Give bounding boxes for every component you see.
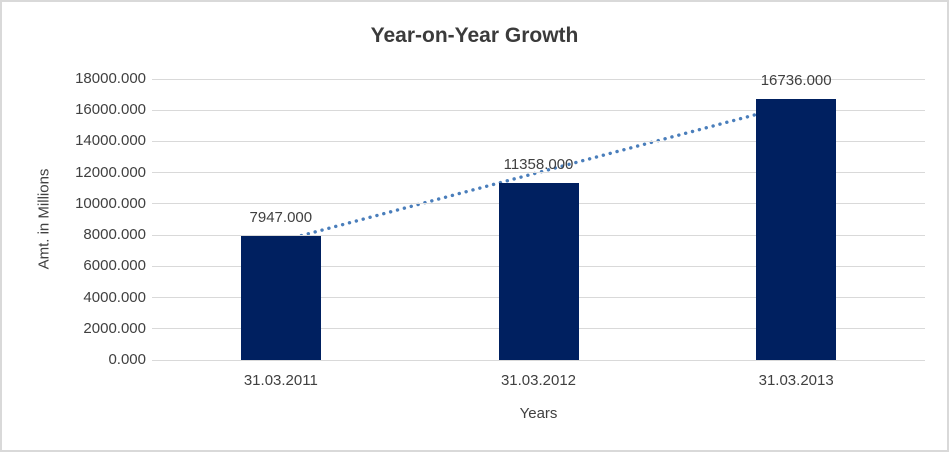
- y-axis-tick-label: 4000.000: [83, 288, 146, 306]
- bar: [240, 235, 321, 360]
- bar: [498, 182, 579, 360]
- bar-data-label: 11358.000: [503, 155, 574, 173]
- chart-title: Year-on-Year Growth: [370, 24, 579, 47]
- y-axis-tick-label: 14000.000: [75, 132, 146, 150]
- gridline: [152, 140, 925, 142]
- y-axis-tick-label: 10000.000: [75, 194, 146, 212]
- y-axis-tick-label: 6000.000: [83, 257, 146, 275]
- y-axis-tick-label: 2000.000: [83, 319, 146, 337]
- bar: [756, 98, 837, 360]
- y-axis-tick-label: 0.000: [108, 351, 146, 368]
- gridline: [152, 78, 925, 80]
- x-axis-tick-label: 31.03.2013: [758, 372, 834, 389]
- y-axis-tick-label: 16000.000: [75, 101, 146, 119]
- y-axis-tick-label: 18000.000: [75, 70, 146, 87]
- y-axis-title: Amt. in Millions: [35, 168, 53, 270]
- x-axis-tick-label: 31.03.2012: [500, 372, 577, 389]
- y-axis-tick-label: 12000.000: [75, 163, 146, 181]
- plot-area: 7947.000 11358.000 16736.000: [152, 72, 925, 361]
- y-axis-tick-label: 8000.000: [83, 226, 146, 244]
- gridline: [152, 359, 925, 361]
- x-axis-title: Years: [519, 405, 558, 422]
- x-axis-tick-label: 31.03.2011: [243, 372, 318, 389]
- bar-data-label: 7947.000: [249, 208, 313, 226]
- gridline: [152, 172, 925, 174]
- bar-data-label: 16736.000: [760, 71, 832, 89]
- gridline: [152, 109, 925, 111]
